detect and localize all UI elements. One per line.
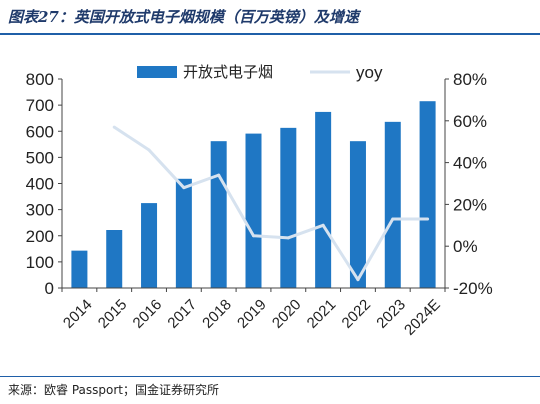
right-tick-label: 60% [453,112,487,131]
left-tick-label: 500 [26,148,54,167]
yoy-point [286,236,290,240]
x-tick-label: 2017 [164,296,200,332]
bar [210,141,227,288]
left-tick-label: 200 [26,227,54,246]
x-tick-label: 2024E [401,296,444,339]
right-tick-label: 0% [453,237,478,256]
source-divider [0,376,540,377]
x-tick-label: 2018 [199,296,235,332]
x-tick-label: 2021 [304,296,340,332]
bar [106,230,123,288]
left-tick-label: 0 [45,279,54,298]
bar-series [71,101,436,288]
yoy-point [391,217,395,221]
bar [245,133,262,288]
bar [280,127,297,288]
x-tick-label: 2022 [339,296,375,332]
yoy-point [321,223,325,227]
right-tick-label: -20% [453,279,493,298]
right-tick-label: 40% [453,154,487,173]
x-tick-label: 2014 [60,296,96,332]
x-tick-label: 2019 [234,296,270,332]
left-tick-label: 300 [26,201,54,220]
right-tick-label: 80% [453,70,487,89]
yoy-point [217,173,221,177]
x-tick-label: 2020 [269,296,305,332]
yoy-point [356,278,360,282]
left-tick-label: 400 [26,175,54,194]
bar [141,203,158,288]
legend-bar-label: 开放式电子烟 [183,63,273,81]
bar [175,178,192,288]
left-tick-label: 700 [26,96,54,115]
figure-title: 图表27：英国开放式电子烟规模（百万英镑）及增速 [8,8,359,26]
right-tick-label: 20% [453,195,487,214]
left-tick-label: 100 [26,253,54,272]
bar [384,121,401,288]
yoy-point [112,125,116,129]
yoy-point [252,234,255,238]
x-axis: 2014 2015 2016 2017 2018 2019 2020 2021 2022 2023… [60,287,446,339]
legend-line-label: yoy [356,63,383,82]
legend-bar-swatch [137,66,177,78]
yoy-series [112,125,430,282]
bar [419,101,436,288]
yoy-point [426,217,430,221]
bar [71,250,88,288]
yoy-point [182,186,186,190]
x-tick-label: 2015 [95,296,131,332]
bar [349,141,366,288]
yoy-point [147,148,151,152]
title-divider [0,33,540,35]
left-tick-label: 800 [26,70,54,89]
left-y-axis: 0 100 200 300 400 500 600 700 800 [26,70,63,298]
bar [315,111,332,288]
source-note: 来源：欧睿 Passport；国金证券研究所 [8,383,219,397]
legend: 开放式电子烟 yoy [137,63,383,82]
x-tick-label: 2016 [130,296,166,332]
right-y-axis: -20% 0% 20% 40% 60% 80% [444,70,493,298]
yoy-line [113,125,428,282]
left-tick-label: 600 [26,122,54,141]
